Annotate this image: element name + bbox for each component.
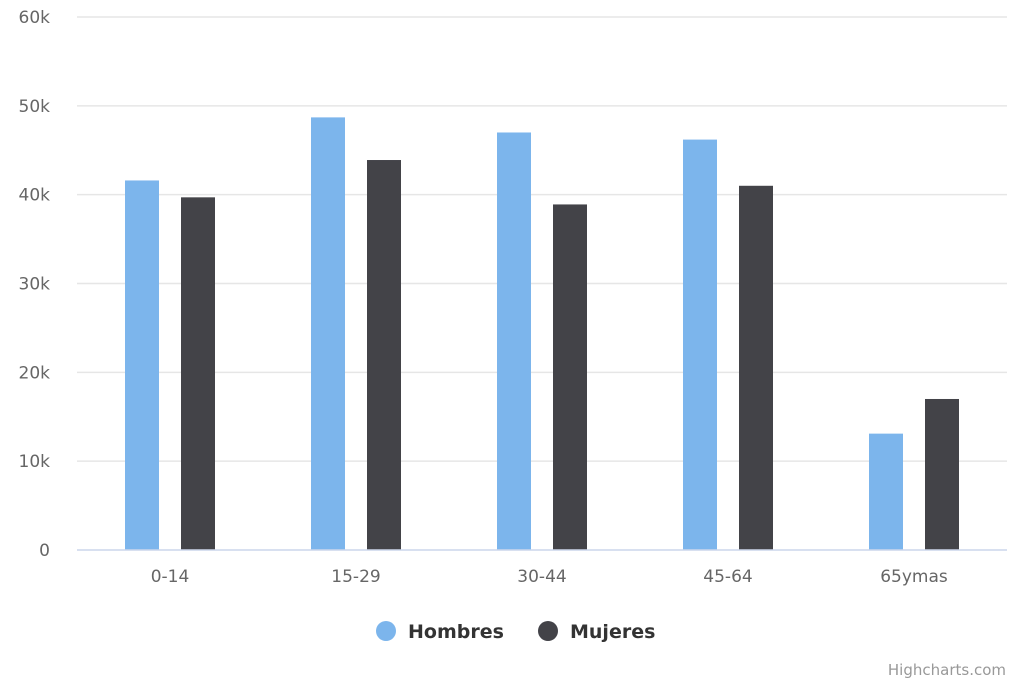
bar-mujeres-0-14[interactable] xyxy=(181,197,215,550)
bar-mujeres-30-44[interactable] xyxy=(553,204,587,550)
bar-hombres-45-64[interactable] xyxy=(683,139,717,550)
y-tick-label: 40k xyxy=(19,186,51,206)
bar-mujeres-65ymas[interactable] xyxy=(925,398,959,550)
y-tick-label: 30k xyxy=(19,275,51,295)
gridlines xyxy=(77,16,1007,462)
legend-item-hombres[interactable]: Hombres xyxy=(376,621,504,643)
legend-marker xyxy=(376,621,396,641)
bar-hombres-0-14[interactable] xyxy=(125,180,159,550)
x-tick-label: 45-64 xyxy=(703,567,752,587)
legend-label: Mujeres xyxy=(570,621,655,643)
y-tick-label: 20k xyxy=(19,363,51,383)
y-tick-label: 10k xyxy=(19,452,51,472)
legend-item-mujeres[interactable]: Mujeres xyxy=(538,621,655,643)
credits-link[interactable]: Highcharts.com xyxy=(888,661,1006,679)
x-tick-label: 30-44 xyxy=(517,567,566,587)
bar-mujeres-45-64[interactable] xyxy=(739,185,773,551)
x-tick-label: 65ymas xyxy=(880,567,948,587)
legend-marker xyxy=(538,621,558,641)
legend-label: Hombres xyxy=(408,621,504,643)
bars xyxy=(125,117,959,551)
x-tick-label: 0-14 xyxy=(151,567,190,587)
y-tick-label: 0 xyxy=(39,541,50,561)
y-tick-label: 50k xyxy=(19,97,51,117)
x-axis-labels: 0-14 15-29 30-44 45-64 65ymas xyxy=(151,567,948,587)
y-axis-labels: 0 10k 20k 30k 40k 50k 60k xyxy=(19,8,51,561)
bar-hombres-30-44[interactable] xyxy=(497,132,531,550)
x-tick-label: 15-29 xyxy=(331,567,380,587)
legend: Hombres Mujeres xyxy=(376,621,655,643)
bar-mujeres-15-29[interactable] xyxy=(367,160,401,550)
bar-hombres-65ymas[interactable] xyxy=(869,433,903,550)
bar-hombres-15-29[interactable] xyxy=(311,117,345,551)
y-tick-label: 60k xyxy=(19,8,51,28)
